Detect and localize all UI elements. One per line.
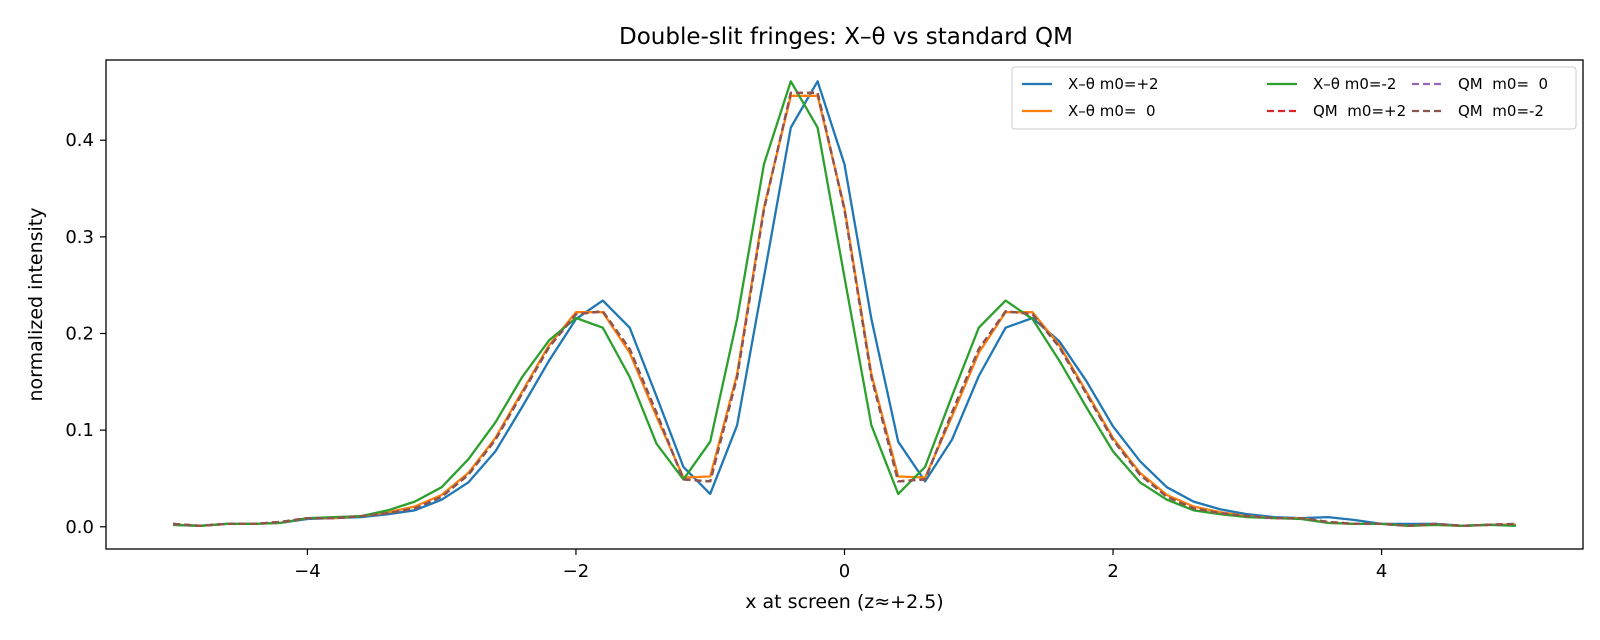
y-tick-label: 0.4 (65, 130, 94, 151)
x-axis: −4 −2 0 2 4 (294, 549, 1387, 582)
legend-label: X–θ m0=+2 (1068, 75, 1159, 93)
plot-area (105, 59, 1584, 550)
series-line-6 (173, 91, 1516, 527)
x-tick-label: 2 (1107, 561, 1118, 582)
y-tick-label: 0.1 (65, 420, 94, 441)
x-tick-label: −4 (294, 561, 321, 582)
legend-label: QM m0=-2 (1458, 102, 1544, 120)
x-tick-label: 0 (839, 561, 850, 582)
y-tick-label: 0.3 (65, 227, 94, 248)
legend-box (1011, 66, 1577, 130)
y-axis-title: normalized intensity (25, 208, 47, 402)
y-tick-label: 0.0 (65, 517, 94, 538)
chart-title: Double-slit fringes: X–θ vs standard QM (619, 24, 1073, 50)
x-tick-label: 4 (1376, 561, 1387, 582)
x-tick-label: −2 (563, 561, 590, 582)
legend-label: X–θ m0=-2 (1313, 75, 1396, 93)
y-axis: 0.0 0.1 0.2 0.3 0.4 (65, 130, 106, 538)
legend: X–θ m0=+2 X–θ m0= 0 X–θ m0=-2 QM m0=+2 QM m0… (1011, 66, 1577, 130)
legend-label: QM m0=+2 (1313, 102, 1406, 120)
x-axis-title: x at screen (z≈+2.5) (745, 591, 943, 613)
y-tick-label: 0.2 (65, 323, 94, 344)
legend-label: QM m0= 0 (1458, 75, 1548, 93)
legend-label: X–θ m0= 0 (1068, 102, 1156, 120)
series-layer (173, 80, 1516, 527)
